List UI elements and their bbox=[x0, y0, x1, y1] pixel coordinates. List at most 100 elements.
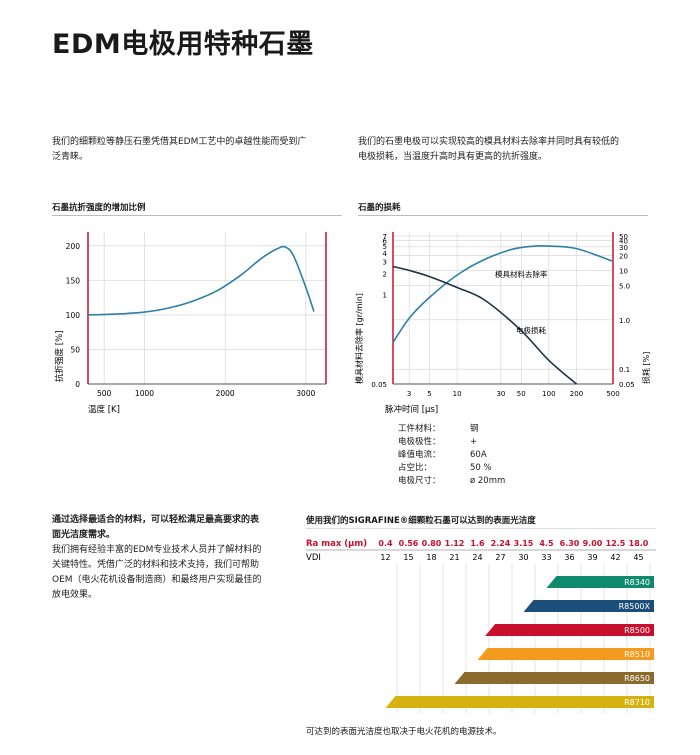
bottom-heading-line: 通过选择最适合的材料，可以轻松满足最高要求的表 bbox=[52, 515, 260, 525]
ra-value: 6.30 bbox=[560, 539, 580, 548]
grade-label: R8650 bbox=[624, 674, 650, 683]
chart2-left-tick-label: 0.05 bbox=[371, 381, 387, 389]
chart2-left-tick-label: 5 bbox=[383, 243, 387, 251]
chart1-ylabel: 抗折强度 [%] bbox=[54, 331, 65, 382]
bottom-body-line: OEM（电火花机设备制造商）和最终用户实现最佳的 bbox=[52, 575, 262, 585]
vdi-value: 21 bbox=[449, 553, 459, 562]
chart2-x-tick-label: 50 bbox=[517, 390, 526, 398]
intro-left-line: 我们的细颗粒等静压石墨凭借其EDM工艺中的卓越性能而受到广 bbox=[52, 137, 307, 147]
ra-label: Ra max (µm) bbox=[306, 539, 367, 549]
vdi-value: 15 bbox=[403, 553, 413, 562]
chart2-series-label-wear: 电极损耗 bbox=[516, 325, 546, 335]
spec-row: 峰值电流： 60A bbox=[398, 450, 487, 460]
chart2-series-label-removal: 模具材料去除率 bbox=[495, 269, 548, 279]
vdi-value: 12 bbox=[380, 553, 390, 562]
finish-table-title: 使用我们的SIGRAFINE®细颗粒石墨可以达到的表面光洁度 bbox=[306, 516, 536, 526]
ra-value: 4.5 bbox=[539, 539, 554, 548]
chart2-ylabel-right: 损耗 [%] bbox=[641, 352, 651, 384]
ra-value: 0.4 bbox=[378, 539, 393, 548]
chart2-title: 石墨的损耗 bbox=[358, 203, 401, 213]
chart2-right-tick-label: 5.0 bbox=[619, 282, 630, 290]
chart1-title: 石墨抗折强度的增加比例 bbox=[52, 203, 146, 213]
vdi-value: 18 bbox=[426, 553, 436, 562]
chart1-svg: 0 50 100 150 200 500 1000 2000 3000 温度 [K] 抗折强度… bbox=[54, 232, 327, 415]
chart2-x-tick-label: 30 bbox=[496, 390, 505, 398]
divider bbox=[52, 215, 342, 216]
ra-value: 1.6 bbox=[470, 539, 485, 548]
spec-list: 工件材料：钢 电极极性： + 峰值电流： 60A 占空比： 50 % 电极尺寸： ø 2… bbox=[398, 423, 505, 488]
grade-bar bbox=[454, 672, 654, 684]
chart1-xlabel: 温度 [K] bbox=[88, 404, 120, 415]
chart2-right-tick-label: 20 bbox=[619, 253, 628, 261]
bottom-left-text: 通过选择最适合的材料，可以轻松满足最高要求的表 面光洁度需求。 我们拥有经验丰富… bbox=[52, 513, 302, 603]
vdi-value: 36 bbox=[564, 553, 574, 562]
vdi-value: 27 bbox=[495, 553, 505, 562]
chart2-left-tick-label: 2 bbox=[383, 271, 387, 279]
chart2-x-tick-label: 200 bbox=[570, 390, 583, 398]
chart2-x-tick-label: 500 bbox=[606, 390, 619, 398]
grade-label: R8500X bbox=[619, 602, 651, 611]
grade-bar bbox=[385, 696, 654, 708]
chart2-x-tick-label: 3 bbox=[407, 390, 411, 398]
chart2-x-tick-label: 5 bbox=[427, 390, 431, 398]
chart2-wear-line bbox=[392, 265, 578, 385]
intro-right-line: 我们的石墨电极可以实现较高的模具材料去除率并同时具有较低的 bbox=[358, 137, 620, 147]
ra-value: 18.0 bbox=[629, 539, 649, 548]
chart1-y-tick-label: 150 bbox=[66, 276, 81, 285]
chart1-x-tick-label: 3000 bbox=[296, 389, 315, 398]
chart2-left-tick-label: 4 bbox=[383, 250, 388, 258]
spec-row: 占空比： 50 % bbox=[398, 463, 492, 473]
bottom-body-line: 放电效果。 bbox=[52, 590, 98, 600]
vdi-value: 45 bbox=[633, 553, 643, 562]
vdi-label: VDI bbox=[306, 553, 321, 563]
grade-label: R8710 bbox=[624, 698, 650, 707]
chart2-right-tick-label: 10 bbox=[619, 267, 628, 275]
grade-label: R8340 bbox=[624, 578, 650, 587]
intro-right-line: 电极损耗，当温度升高时具有更高的抗折强度。 bbox=[358, 152, 548, 162]
chart1-y-tick-label: 100 bbox=[66, 311, 81, 320]
chart2-right-tick-label: 0.05 bbox=[619, 381, 635, 389]
chart2-right-tick-label: 1.0 bbox=[619, 317, 630, 325]
ra-value: 2.24 bbox=[491, 539, 511, 548]
vdi-value: 39 bbox=[587, 553, 597, 562]
divider bbox=[358, 215, 648, 216]
chart2-removal-line bbox=[392, 244, 614, 343]
chart2-right-tick-label: 50 bbox=[619, 233, 628, 241]
vdi-value: 42 bbox=[610, 553, 620, 562]
chart1-y-tick-label: 50 bbox=[70, 345, 80, 354]
chart1-grid bbox=[88, 232, 326, 385]
chart1-y-tick-label: 200 bbox=[66, 242, 81, 251]
spec-row: 电极尺寸： ø 20mm bbox=[398, 476, 506, 486]
ra-value: 3.15 bbox=[514, 539, 534, 548]
chart1-x-tick-label: 1000 bbox=[135, 389, 154, 398]
chart2-xlabel: 脉冲时间 [µs] bbox=[385, 404, 438, 415]
chart2-left-tick-label: 6 bbox=[383, 238, 388, 246]
finish-table-svg: Ra max (µm) VDI 0.4 12 0.56 15 0.80 18 1.12 21 1… bbox=[306, 528, 656, 713]
ra-value: 0.80 bbox=[422, 539, 442, 548]
chart2-left-tick-label: 3 bbox=[383, 258, 387, 266]
ra-value: 9.00 bbox=[583, 539, 603, 548]
chart2-ylabel-left: 模具材料去除率 [gr/min] bbox=[354, 293, 364, 384]
finish-table-footnote: 可达到的表面光洁度也取决于电火花机的电源技术。 bbox=[306, 727, 502, 737]
vdi-value: 24 bbox=[472, 553, 482, 562]
chart2-left-tick-label: 1 bbox=[383, 291, 387, 299]
chart1-series-line bbox=[87, 245, 315, 316]
vdi-value: 30 bbox=[518, 553, 528, 562]
ra-value: 1.12 bbox=[445, 539, 465, 548]
bottom-body-line: 我们拥有经验丰富的EDM专业技术人员并了解材料的 bbox=[52, 545, 262, 555]
chart2-right-tick-label: 40 bbox=[619, 238, 628, 246]
chart1-x-tick-label: 2000 bbox=[216, 389, 235, 398]
chart2-left-tick-label: 7 bbox=[383, 233, 387, 241]
grade-label: R8500 bbox=[624, 626, 650, 635]
bottom-body-line: 关键特性。凭借广泛的材料和技术支持，我们可帮助 bbox=[52, 560, 260, 570]
vdi-value: 33 bbox=[541, 553, 551, 562]
grade-bar bbox=[546, 576, 654, 588]
bottom-heading-line: 面光洁度需求。 bbox=[52, 530, 116, 540]
chart2-right-tick-label: 30 bbox=[619, 244, 628, 252]
grade-bar bbox=[477, 648, 654, 660]
ra-value: 12.5 bbox=[606, 539, 626, 548]
spec-row: 电极极性： + bbox=[398, 437, 478, 447]
grade-label: R8510 bbox=[624, 650, 650, 659]
intro-right: 我们的石墨电极可以实现较高的模具材料去除率并同时具有较低的 电极损耗，当温度升高… bbox=[358, 135, 658, 165]
